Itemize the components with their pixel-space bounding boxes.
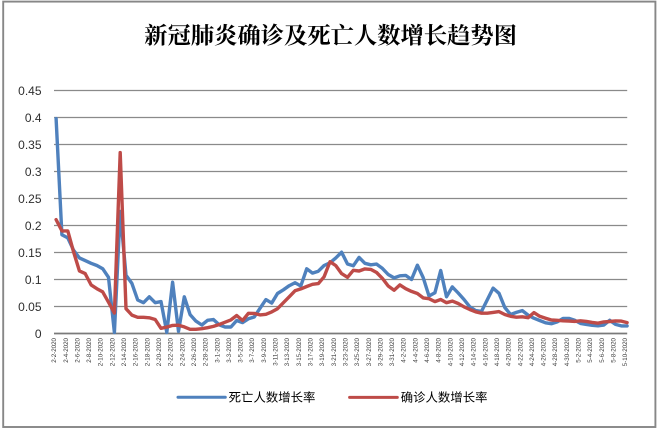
svg-text:2-24-2020: 2-24-2020 [179,337,186,366]
svg-text:2-12-2020: 2-12-2020 [109,337,116,366]
svg-text:3-13-2020: 3-13-2020 [284,337,291,366]
svg-text:4-6-2020: 4-6-2020 [424,337,431,362]
svg-text:3-19-2020: 3-19-2020 [319,337,326,366]
svg-text:2-6-2020: 2-6-2020 [74,337,81,362]
svg-text:4-22-2020: 4-22-2020 [517,337,524,366]
svg-text:4-8-2020: 4-8-2020 [436,337,443,362]
svg-text:3-9-2020: 3-9-2020 [261,337,268,362]
svg-text:3-1-2020: 3-1-2020 [214,337,221,362]
svg-text:4-28-2020: 4-28-2020 [552,337,559,366]
svg-text:2-10-2020: 2-10-2020 [98,337,105,366]
svg-text:3-17-2020: 3-17-2020 [308,337,315,366]
svg-text:0.1: 0.1 [25,273,42,287]
svg-text:4-10-2020: 4-10-2020 [447,337,454,366]
svg-text:0.45: 0.45 [18,84,42,98]
svg-text:3-5-2020: 3-5-2020 [238,337,245,362]
svg-text:2-14-2020: 2-14-2020 [121,337,128,366]
svg-text:4-26-2020: 4-26-2020 [541,337,548,366]
svg-text:4-16-2020: 4-16-2020 [482,337,489,366]
svg-text:4-4-2020: 4-4-2020 [412,337,419,362]
svg-text:2-18-2020: 2-18-2020 [144,337,151,366]
svg-text:4-20-2020: 4-20-2020 [506,337,513,366]
svg-text:3-21-2020: 3-21-2020 [331,337,338,366]
svg-text:3-15-2020: 3-15-2020 [296,337,303,366]
svg-text:3-27-2020: 3-27-2020 [366,337,373,366]
svg-text:3-7-2020: 3-7-2020 [249,337,256,362]
svg-text:4-12-2020: 4-12-2020 [459,337,466,366]
svg-text:4-2-2020: 4-2-2020 [401,337,408,362]
svg-text:0.35: 0.35 [18,138,42,152]
svg-text:3-29-2020: 3-29-2020 [377,337,384,366]
svg-text:0.15: 0.15 [18,246,42,260]
svg-text:0.2: 0.2 [25,219,42,233]
svg-text:5-6-2020: 5-6-2020 [599,337,606,362]
svg-text:3-31-2020: 3-31-2020 [389,337,396,366]
svg-text:2-8-2020: 2-8-2020 [86,337,93,362]
svg-text:2-4-2020: 2-4-2020 [63,337,70,362]
svg-text:2-22-2020: 2-22-2020 [168,337,175,366]
svg-text:0: 0 [35,327,42,341]
svg-text:0.4: 0.4 [25,111,42,125]
svg-text:3-23-2020: 3-23-2020 [343,337,350,366]
svg-text:3-3-2020: 3-3-2020 [226,337,233,362]
svg-text:3-11-2020: 3-11-2020 [273,337,280,365]
svg-text:3-25-2020: 3-25-2020 [354,337,361,366]
svg-text:2-26-2020: 2-26-2020 [191,337,198,366]
svg-text:0.3: 0.3 [25,165,42,179]
svg-text:0.05: 0.05 [18,300,42,314]
svg-text:4-14-2020: 4-14-2020 [471,337,478,366]
svg-text:4-18-2020: 4-18-2020 [494,337,501,366]
svg-text:5-10-2020: 5-10-2020 [622,337,629,366]
svg-text:5-2-2020: 5-2-2020 [576,337,583,362]
svg-text:4-30-2020: 4-30-2020 [564,337,571,366]
svg-text:5-4-2020: 5-4-2020 [587,337,594,362]
svg-text:2-2-2020: 2-2-2020 [51,337,58,362]
svg-text:2-20-2020: 2-20-2020 [156,337,163,366]
svg-text:2-16-2020: 2-16-2020 [133,337,140,366]
svg-text:5-8-2020: 5-8-2020 [611,337,618,362]
svg-text:2-28-2020: 2-28-2020 [203,337,210,366]
svg-text:0.25: 0.25 [18,192,42,206]
svg-text:4-24-2020: 4-24-2020 [529,337,536,366]
